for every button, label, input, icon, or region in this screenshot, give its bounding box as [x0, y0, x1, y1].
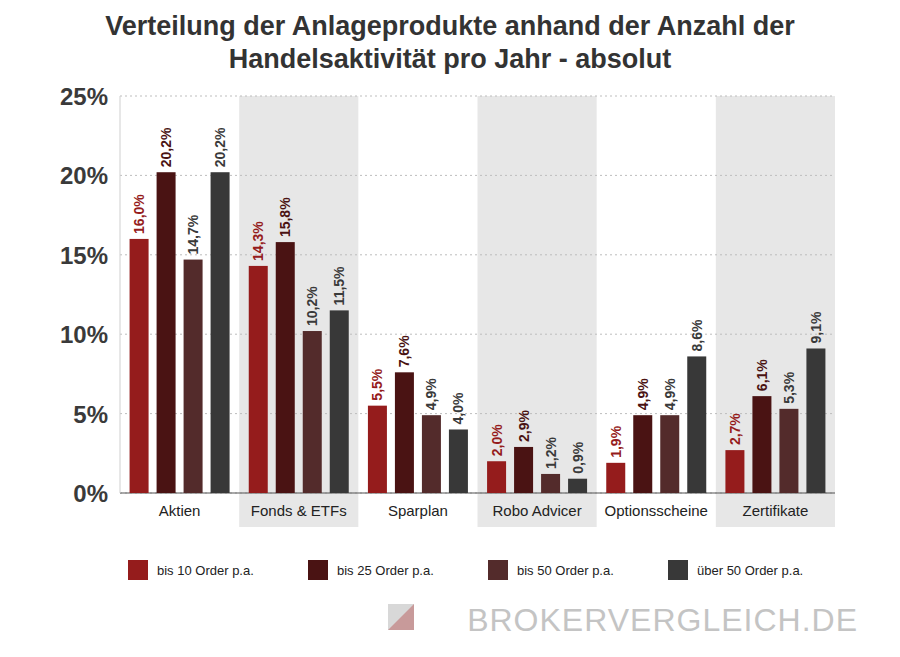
- bar: [660, 415, 679, 493]
- data-label: 15,8%: [277, 197, 293, 237]
- data-label: 20,2%: [158, 127, 174, 167]
- data-label: 4,0%: [450, 392, 466, 424]
- y-tick-label: 0%: [73, 480, 108, 507]
- data-label: 14,3%: [250, 221, 266, 261]
- data-label: 6,1%: [754, 359, 770, 391]
- data-label: 1,9%: [608, 425, 624, 457]
- y-tick-label: 20%: [60, 162, 108, 189]
- category-band: [478, 96, 597, 527]
- bar: [514, 447, 533, 493]
- annotation: BROKERVERGLEICH.DE: [467, 602, 858, 638]
- data-labels: 16,0% 14,3% 5,5% 2,0% 1,9% 2,7% 20,2% 15,8% 7,6%…: [131, 127, 824, 474]
- bar: [487, 461, 506, 493]
- x-tick-label: Sparplan: [388, 502, 448, 519]
- legend-swatch: [488, 560, 508, 580]
- data-label: 14,7%: [185, 214, 201, 254]
- data-label: 2,9%: [516, 409, 532, 441]
- data-label: 4,9%: [635, 378, 651, 410]
- chart-root: Verteilung der Anlageprodukte anhand der…: [0, 0, 900, 657]
- logo-icon: [388, 604, 414, 630]
- data-label: 2,7%: [727, 413, 743, 445]
- legend-label: über 50 Order p.a.: [697, 563, 803, 578]
- bar: [541, 474, 560, 493]
- bar: [633, 415, 652, 493]
- bar: [806, 348, 825, 493]
- bar: [157, 172, 176, 493]
- data-label: 7,6%: [396, 335, 412, 367]
- logo-icon-accent: [388, 604, 414, 630]
- legend-swatch: [128, 560, 148, 580]
- bar: [211, 172, 230, 493]
- chart-svg: 0% 5% 10% 15% 20% 25% Aktien Fonds & ETFs Sparpl…: [0, 0, 900, 657]
- data-label: 2,0%: [489, 424, 505, 456]
- legend-label: bis 10 Order p.a.: [157, 563, 254, 578]
- data-label: 0,9%: [570, 441, 586, 473]
- y-axis-line: [120, 96, 121, 493]
- category-band: [239, 96, 358, 527]
- bar: [276, 242, 295, 493]
- bar: [330, 310, 349, 493]
- data-label: 4,9%: [662, 378, 678, 410]
- y-tick-label: 10%: [60, 321, 108, 348]
- bar: [752, 396, 771, 493]
- data-label: 8,6%: [689, 319, 705, 351]
- bar: [249, 266, 268, 493]
- data-label: 10,2%: [304, 286, 320, 326]
- legend-swatch: [308, 560, 328, 580]
- y-tick-label: 5%: [73, 401, 108, 428]
- x-tick-label: Optionsscheine: [605, 502, 708, 519]
- watermark: BROKERVERGLEICH.DE: [388, 602, 858, 638]
- x-tick-label: Aktien: [159, 502, 201, 519]
- bar: [606, 463, 625, 493]
- data-label: 5,5%: [369, 368, 385, 400]
- bar: [130, 239, 149, 493]
- bars: [130, 172, 826, 493]
- data-label: 16,0%: [131, 194, 147, 234]
- bar: [449, 429, 468, 493]
- data-label: 11,5%: [331, 266, 347, 305]
- category-band: [716, 96, 835, 527]
- x-tick-label: Fonds & ETFs: [251, 502, 347, 519]
- bar: [568, 479, 587, 493]
- data-label: 20,2%: [212, 127, 228, 167]
- data-label: 9,1%: [808, 311, 824, 343]
- title: Verteilung der Anlageprodukte anhand der…: [60, 10, 840, 76]
- x-tick-label: Robo Advicer: [492, 502, 581, 519]
- bar: [184, 260, 203, 493]
- grid-line: [120, 96, 835, 97]
- bar: [395, 372, 414, 493]
- y-tick-label: 25%: [60, 83, 108, 110]
- bar: [725, 450, 744, 493]
- bar: [779, 409, 798, 493]
- legend-swatch: [668, 560, 688, 580]
- data-label: 5,3%: [781, 371, 797, 403]
- legend: bis 10 Order p.a. bis 25 Order p.a. bis 50…: [128, 560, 803, 580]
- y-tick-label: 15%: [60, 242, 108, 269]
- legend-label: bis 50 Order p.a.: [517, 563, 614, 578]
- data-label: 1,2%: [543, 436, 559, 468]
- bar: [368, 406, 387, 493]
- bar: [303, 331, 322, 493]
- legend-label: bis 25 Order p.a.: [337, 563, 434, 578]
- bar: [422, 415, 441, 493]
- bar: [687, 356, 706, 493]
- data-label: 4,9%: [423, 378, 439, 410]
- x-tick-label: Zertifikate: [742, 502, 808, 519]
